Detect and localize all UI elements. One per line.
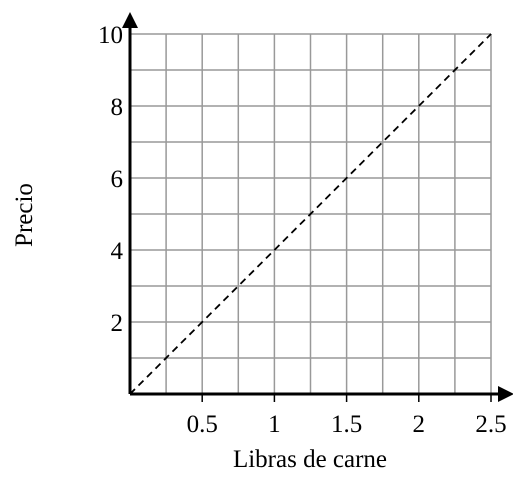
x-tick-label: 0.5: [187, 411, 218, 438]
x-tick-label: 1: [268, 411, 281, 438]
axes: [122, 12, 513, 402]
x-tick-label: 1.5: [331, 411, 362, 438]
x-axis-title: Libras de carne: [233, 446, 387, 473]
y-tick-label: 8: [111, 94, 124, 121]
y-tick-label: 2: [111, 310, 124, 337]
tick-labels: 0.5 1 1.5 2 2.5 2 4 6 8 10: [98, 22, 507, 438]
y-tick-label: 4: [111, 238, 124, 265]
grid: [130, 33, 492, 394]
x-tick-label: 2: [413, 411, 426, 438]
y-axis-title: Precio: [11, 183, 38, 247]
series-line: [129, 33, 492, 395]
x-tick-label: 2.5: [475, 411, 506, 438]
x-axis-arrow: [498, 386, 513, 402]
series: [129, 33, 492, 395]
y-tick-label: 10: [98, 22, 123, 49]
y-axis-arrow: [122, 12, 138, 28]
y-tick-label: 6: [111, 166, 124, 193]
